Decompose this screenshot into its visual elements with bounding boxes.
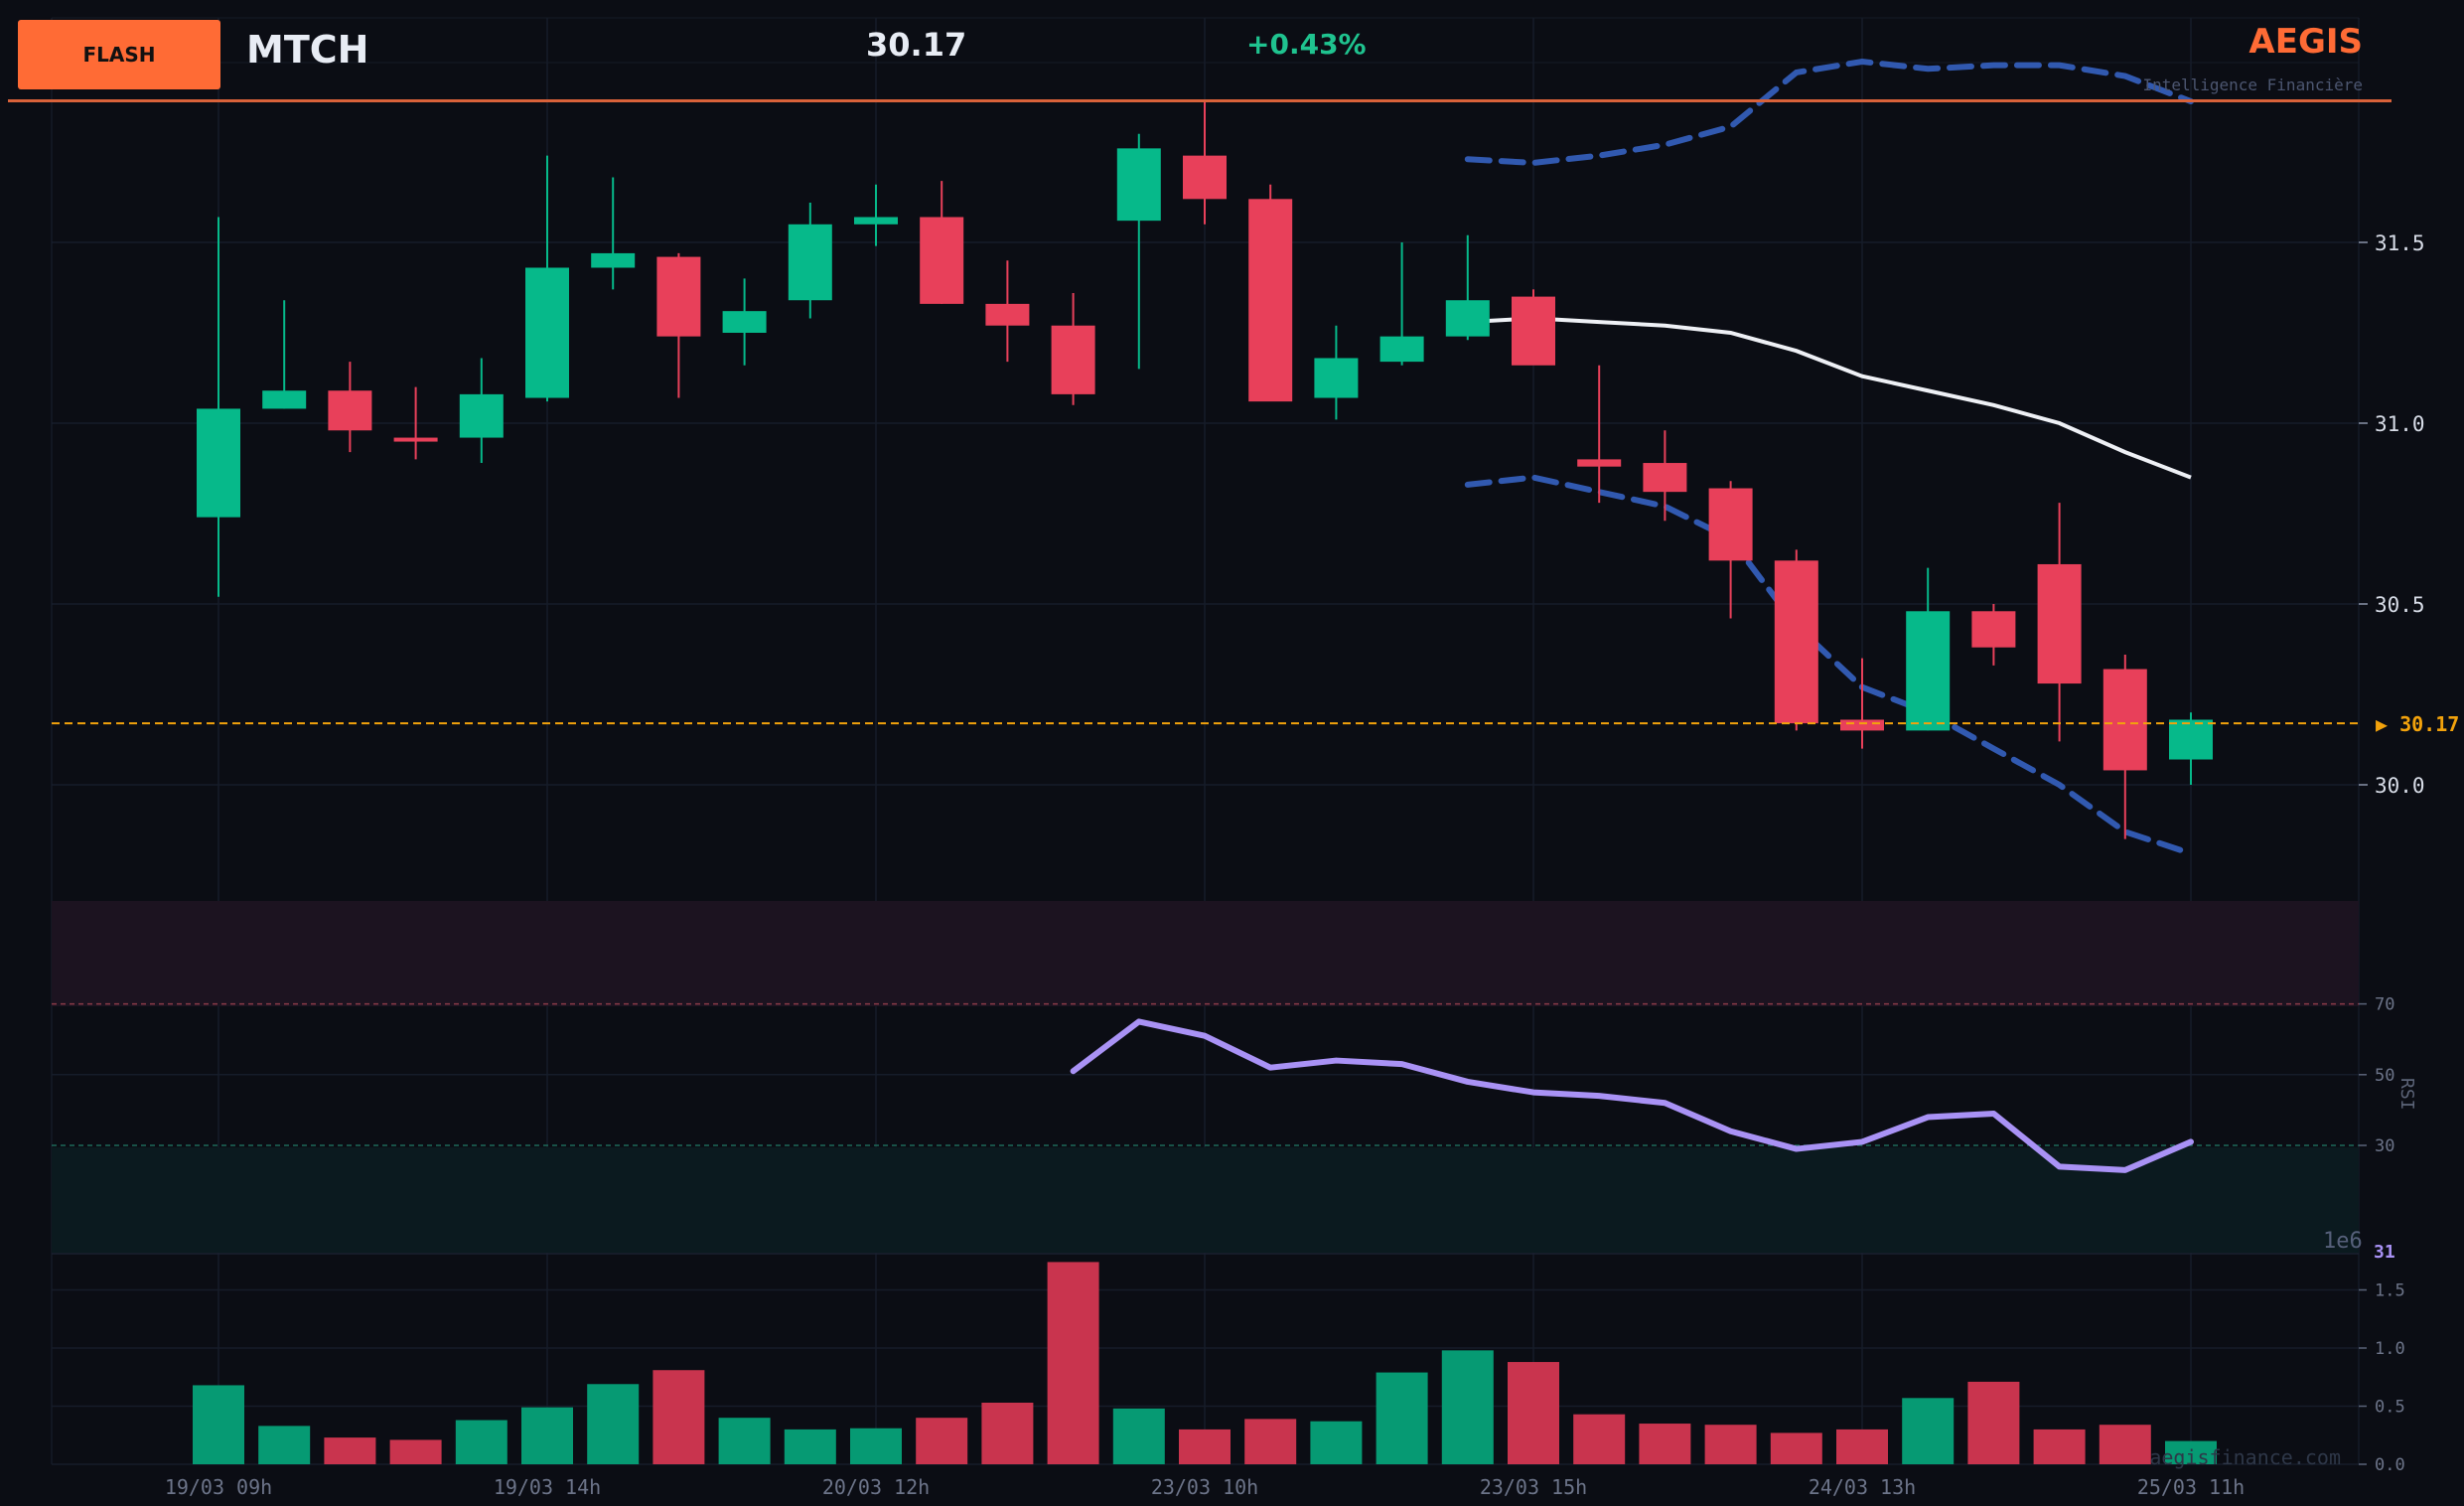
candle-body <box>393 437 438 442</box>
candle-body <box>1906 611 1951 731</box>
x-tick-label: 19/03 14h <box>494 1475 601 1499</box>
volume-tick-label: 0.5 <box>2375 1398 2405 1418</box>
volume-bar <box>587 1384 640 1464</box>
candle-body <box>525 267 569 398</box>
candle-body <box>197 408 240 518</box>
volume-bar <box>1508 1362 1559 1464</box>
candle-body <box>328 390 372 431</box>
volume-bar <box>193 1385 244 1464</box>
price-tick-label: 31.0 <box>2375 412 2425 436</box>
candle-body <box>722 311 767 333</box>
volume-bar <box>1310 1421 1363 1464</box>
volume-bar <box>916 1418 968 1464</box>
x-tick-label: 23/03 15h <box>1480 1475 1587 1499</box>
candle-body <box>2169 719 2213 760</box>
rsi-tick-label: 30 <box>2375 1136 2394 1156</box>
rsi-tick-label: 50 <box>2375 1066 2394 1086</box>
volume-tick-label: 1.5 <box>2375 1281 2405 1301</box>
candle-body <box>985 303 1030 326</box>
bollinger-upper-line <box>1464 58 2194 166</box>
volume-bar <box>2099 1425 2151 1464</box>
volume-bar <box>1376 1372 1428 1464</box>
volume-tick-label: 1.0 <box>2375 1339 2405 1359</box>
x-tick-label: 24/03 13h <box>1809 1475 1916 1499</box>
volume-bar <box>1704 1425 1757 1464</box>
volume-bar <box>2033 1429 2086 1464</box>
candle-body <box>262 390 307 409</box>
candle-body <box>1840 719 1884 731</box>
rsi-oversold-zone <box>52 1147 2359 1253</box>
ticker-symbol: MTCH <box>246 28 369 72</box>
candle-body <box>2102 669 2147 771</box>
candle-body <box>1577 459 1622 467</box>
candle-body <box>591 252 636 268</box>
volume-bar <box>1047 1262 1099 1464</box>
volume-bar <box>1179 1429 1231 1464</box>
candle-body <box>1051 325 1095 394</box>
flash-badge: FLASH <box>18 20 220 89</box>
volume-bar <box>652 1370 705 1464</box>
x-tick-label: 25/03 11h <box>2137 1475 2245 1499</box>
rsi-axis-label: RSI <box>2396 1078 2417 1111</box>
brand-logo: AEGIS <box>2248 22 2363 62</box>
candle-body <box>1248 199 1293 402</box>
header-divider <box>8 99 2392 102</box>
volume-bar <box>1112 1408 1165 1464</box>
volume-bar <box>1639 1424 1691 1464</box>
candle-body <box>2037 563 2082 684</box>
watermark: aegisfinance.com <box>2149 1445 2341 1469</box>
volume-bar <box>1902 1398 1955 1464</box>
volume-bar <box>1244 1419 1297 1464</box>
volume-bar <box>850 1428 902 1464</box>
candle-body <box>656 256 701 337</box>
brand-tagline: Intelligence Financière <box>2142 75 2363 94</box>
volume-bar <box>1441 1350 1494 1464</box>
candle-body <box>459 393 504 438</box>
price-tick-label: 30.0 <box>2375 774 2425 798</box>
rsi-overbought-zone <box>52 901 2359 1006</box>
last-price-label: ▶ 30.17 <box>2376 712 2459 736</box>
candle-body <box>1116 148 1161 222</box>
candle-body <box>854 217 898 225</box>
price-tick-label: 30.5 <box>2375 593 2425 617</box>
bollinger-lower-line <box>1464 474 2194 857</box>
candle-body <box>1708 488 1753 561</box>
candle-body <box>1379 336 1424 363</box>
rsi-line <box>1070 1018 2194 1173</box>
volume-bar <box>258 1426 311 1464</box>
volume-bar <box>784 1429 836 1464</box>
candle-body <box>920 217 964 304</box>
candle-body <box>1512 296 1555 366</box>
candle-body <box>1183 155 1227 200</box>
volume-bar <box>718 1418 771 1464</box>
price-tick-label: 31.5 <box>2375 231 2425 255</box>
volume-bar <box>1836 1429 1888 1464</box>
volume-bar <box>521 1407 573 1464</box>
rsi-current-value: 31 <box>2374 1242 2395 1263</box>
candle-body <box>1971 611 2016 648</box>
volume-bar <box>324 1437 376 1464</box>
rsi-tick-label: 70 <box>2375 995 2394 1015</box>
bollinger-middle-line <box>1467 316 2192 480</box>
candle-body <box>1314 358 1359 398</box>
candle-body <box>1445 300 1490 337</box>
volume-scale-label: 1e6 <box>2323 1229 2363 1254</box>
current-price: 30.17 <box>866 26 967 64</box>
x-tick-label: 23/03 10h <box>1151 1475 1258 1499</box>
price-change: +0.43% <box>1246 28 1367 61</box>
volume-bar <box>455 1420 507 1464</box>
x-tick-label: 19/03 09h <box>165 1475 272 1499</box>
volume-bar <box>2165 1440 2217 1464</box>
candle-body <box>1643 463 1687 493</box>
volume-bar <box>1573 1414 1626 1464</box>
volume-bar <box>981 1402 1034 1464</box>
volume-bar <box>389 1439 442 1464</box>
volume-bar <box>1770 1432 1822 1464</box>
candle-body <box>1774 560 1818 724</box>
candle-body <box>788 224 832 301</box>
volume-tick-label: 0.0 <box>2375 1455 2405 1475</box>
x-tick-label: 20/03 12h <box>822 1475 930 1499</box>
volume-bar <box>1967 1381 2020 1464</box>
